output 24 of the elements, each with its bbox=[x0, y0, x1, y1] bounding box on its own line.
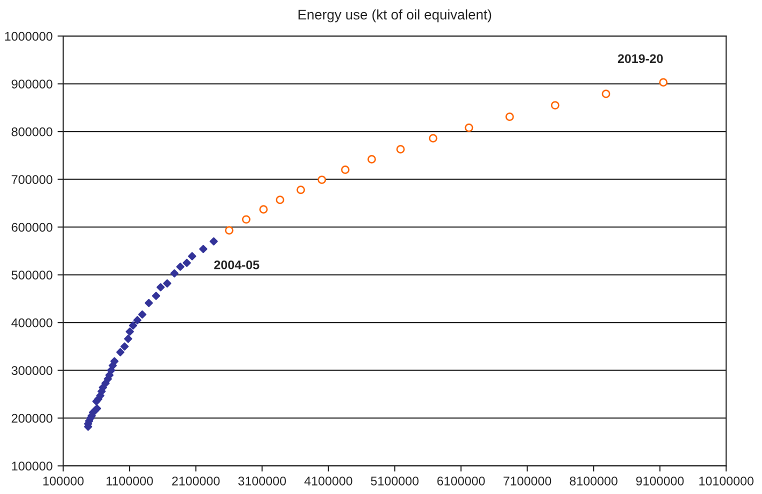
x-tick-label: 1100000 bbox=[106, 476, 153, 486]
chart-title: Energy use (kt of oil equivalent) bbox=[298, 9, 492, 22]
y-tick-label: 100000 bbox=[12, 462, 52, 470]
y-tick-label: 200000 bbox=[12, 414, 52, 423]
annotation: 2004-05 bbox=[214, 260, 260, 270]
y-tick-label: 700000 bbox=[12, 175, 52, 184]
x-tick-label: 9100000 bbox=[636, 476, 684, 486]
annotation: 2019-20 bbox=[618, 54, 663, 64]
y-tick-label: 300000 bbox=[12, 366, 52, 375]
x-tick-label: 4100000 bbox=[304, 476, 352, 486]
x-tick-label: 100000 bbox=[43, 476, 84, 486]
x-tick-label: 8100000 bbox=[570, 476, 618, 486]
y-tick-label: 500000 bbox=[12, 270, 52, 280]
x-tick-label: 5100000 bbox=[370, 476, 419, 486]
y-tick-label: 600000 bbox=[12, 222, 52, 232]
x-tick-label: 3100000 bbox=[238, 476, 286, 486]
x-tick-label: 6100000 bbox=[437, 476, 485, 486]
y-tick-label: 1000000 bbox=[5, 32, 52, 41]
x-tick-label: 10100000 bbox=[699, 476, 754, 486]
y-tick-label: 400000 bbox=[11, 318, 52, 328]
x-tick-label: 2100000 bbox=[172, 476, 220, 486]
x-tick-label: 7100000 bbox=[504, 476, 552, 486]
y-tick-label: 900000 bbox=[12, 80, 52, 88]
y-tick-label: 800000 bbox=[12, 127, 52, 136]
